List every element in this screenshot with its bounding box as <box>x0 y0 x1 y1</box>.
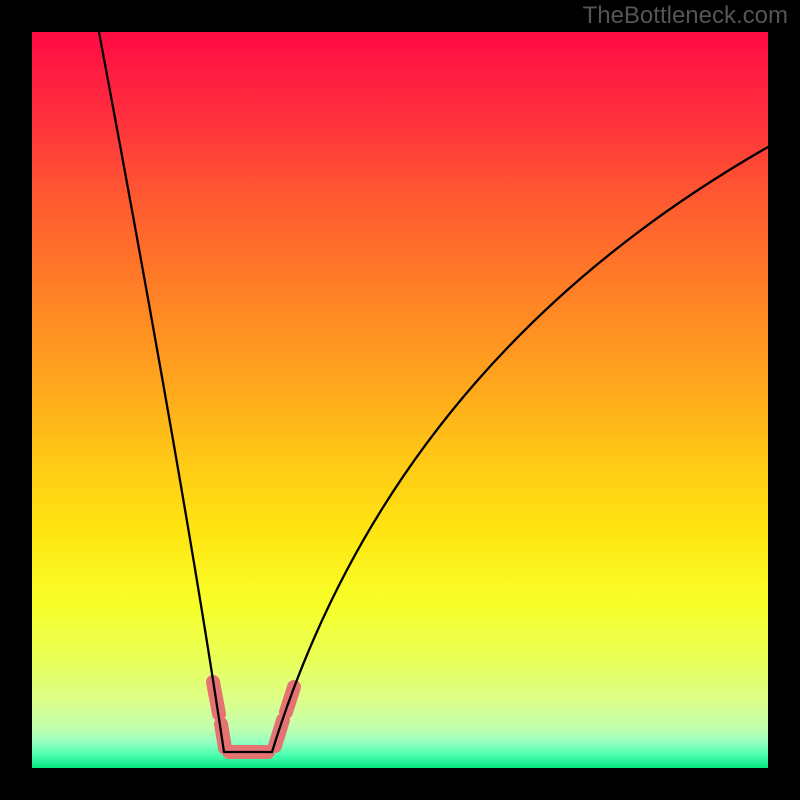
bottleneck-blobs <box>213 682 294 752</box>
chart-frame: TheBottleneck.com <box>0 0 800 800</box>
bottleneck-curve <box>99 32 768 752</box>
plot-area <box>32 32 768 768</box>
curve-overlay <box>32 32 768 768</box>
watermark-text: TheBottleneck.com <box>583 2 788 30</box>
